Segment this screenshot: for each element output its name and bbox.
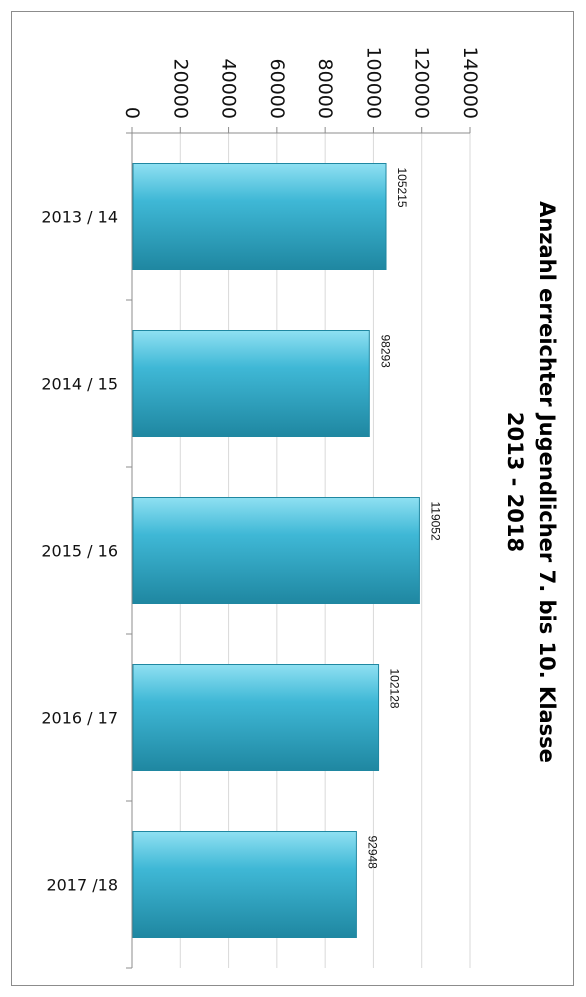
value-tick-label: 120000 [411,46,433,119]
bar [132,497,420,604]
value-axis: 0 20000 40000 60000 80000 100000 120000 140000 [121,46,481,969]
category-label: 2013 / 14 [41,208,118,227]
bar [132,664,380,771]
chart-subtitle: 2013 - 2018 [503,412,527,552]
category-label: 2017 /18 [46,876,118,895]
value-tick-label: 20000 [169,59,191,119]
bar [132,330,370,437]
value-tick-label: 100000 [362,46,384,119]
category-label: 2015 / 16 [41,542,118,561]
category-label: 2016 / 17 [41,709,118,728]
bar-value-label: 98293 [378,335,392,369]
bar [132,163,387,270]
bar [132,831,357,938]
bar-value-label: 105215 [395,168,409,208]
bar-value-label: 119052 [428,502,442,541]
value-tick-label: 80000 [314,59,336,119]
chart-title-group: Anzahl erreichter Jugendlicher 7. bis 10… [503,201,559,763]
category-label: 2014 / 15 [41,375,118,394]
value-tick-label: 0 [121,107,143,119]
bars [132,163,420,938]
bar-value-label: 92948 [365,836,379,870]
chart-title: Anzahl erreichter Jugendlicher 7. bis 10… [535,201,559,763]
bar-value-label: 102128 [388,669,402,709]
value-tick-label: 140000 [459,46,481,119]
labels: 105215 2013 / 14 98293 2014 / 15 119052 2015 … [41,168,442,895]
value-tick-label: 40000 [218,59,240,119]
value-tick-label: 60000 [266,59,288,119]
